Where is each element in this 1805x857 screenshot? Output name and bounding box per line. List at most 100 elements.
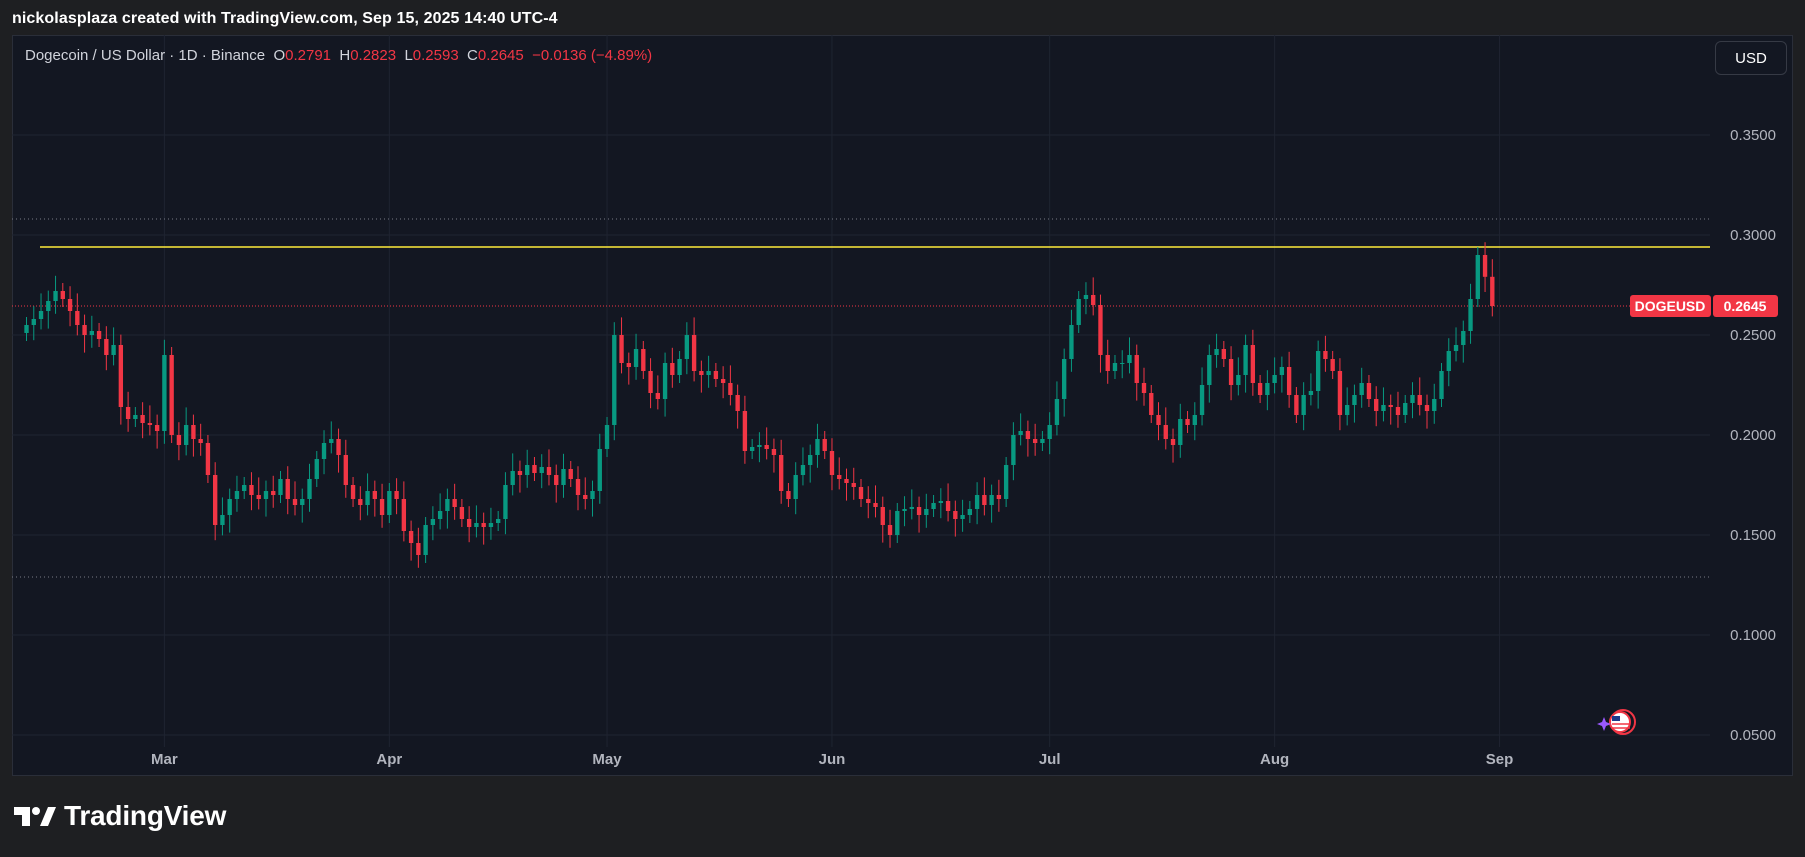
candle-body — [387, 491, 392, 515]
legend-low: 0.2593 — [412, 47, 459, 64]
candle-body — [989, 495, 994, 505]
candle-body — [517, 471, 523, 475]
candle-body — [46, 301, 51, 311]
candle-body — [358, 499, 363, 505]
candle-body — [590, 491, 595, 499]
candle-body — [1424, 405, 1430, 411]
candle-body — [1199, 385, 1205, 415]
candle-body — [575, 479, 581, 495]
candle-body — [728, 383, 733, 395]
candle-body — [1482, 255, 1488, 277]
candle-body — [532, 465, 537, 473]
candle-body — [169, 355, 174, 435]
candle-body — [851, 483, 856, 487]
candle-body — [1025, 431, 1031, 439]
candle-body — [837, 475, 842, 479]
candle-body — [1141, 383, 1147, 393]
x-tick-label: Aug — [1260, 751, 1289, 768]
candle-body — [242, 485, 247, 491]
candle-body — [1294, 395, 1299, 415]
candle-body — [1250, 345, 1256, 383]
candle-body — [227, 499, 232, 515]
candle-body — [1359, 383, 1364, 395]
candle-body — [307, 479, 312, 499]
candle-body — [764, 445, 769, 449]
candle-body — [1098, 305, 1103, 355]
candle-body — [496, 519, 501, 523]
sparkle-icon — [1597, 717, 1611, 731]
candle-body — [902, 509, 907, 511]
brand-name: TradingView — [64, 800, 227, 831]
candle-body — [1490, 276, 1495, 306]
candle-body — [147, 423, 153, 425]
candle-body — [401, 499, 407, 531]
candle-body — [1185, 419, 1190, 425]
candle-body — [1011, 435, 1016, 465]
candle-body — [1257, 383, 1263, 395]
x-tick-label: Apr — [376, 751, 402, 768]
chart-pane[interactable] — [12, 35, 1793, 776]
candle-body — [1323, 351, 1328, 359]
candle-body — [510, 471, 515, 485]
candle-body — [140, 415, 145, 423]
candle-body — [749, 447, 755, 451]
candle-body — [1315, 351, 1321, 391]
candle-body — [300, 499, 305, 505]
candle-body — [394, 491, 399, 499]
candle-body — [423, 525, 428, 555]
candle-body — [1417, 395, 1422, 405]
y-tick-label: 0.2500 — [1730, 327, 1776, 344]
legend-close-key: C — [467, 47, 478, 64]
candle-body — [626, 363, 631, 367]
price-tag — [1713, 295, 1778, 317]
candle-body — [1410, 395, 1415, 403]
candle-body — [379, 499, 385, 515]
candle-body — [1388, 405, 1393, 407]
candle-body — [1272, 375, 1277, 383]
candle-body — [706, 371, 711, 375]
candle-body — [829, 451, 835, 475]
candle-body — [474, 523, 479, 527]
candle-body — [416, 543, 421, 555]
candle-body — [1047, 425, 1052, 439]
candle-body — [757, 445, 762, 447]
candle-body — [1149, 393, 1154, 415]
candle-body — [1374, 399, 1379, 411]
currency-button[interactable]: USD — [1715, 41, 1787, 75]
candle-body — [1243, 345, 1248, 375]
candle-body — [481, 523, 486, 527]
candle-body — [974, 495, 980, 509]
candle-body — [982, 495, 987, 505]
candle-body — [314, 459, 319, 479]
candle-body — [263, 491, 269, 499]
candle-body — [742, 411, 748, 451]
candle-body — [1286, 367, 1292, 395]
candle-body — [256, 495, 261, 499]
candle-body — [735, 395, 740, 411]
candle-body — [1337, 371, 1343, 415]
candle-body — [24, 325, 29, 333]
candle-body — [539, 467, 544, 473]
candle-body — [1054, 399, 1060, 425]
candle-body — [720, 379, 726, 383]
candle-body — [808, 455, 813, 465]
candle-body — [285, 479, 290, 499]
candle-body — [1112, 363, 1118, 371]
candle-body — [1453, 345, 1459, 351]
candle-body — [786, 491, 791, 499]
legend-high-key: H — [339, 47, 351, 64]
candle-body — [1432, 399, 1437, 411]
candle-body — [1062, 359, 1067, 399]
candle-body — [1156, 415, 1161, 425]
y-tick-label: 0.3000 — [1730, 227, 1776, 244]
candle-body — [1127, 355, 1132, 363]
candle-body — [633, 349, 639, 367]
candle-body — [800, 465, 806, 475]
candle-body — [96, 331, 102, 339]
chart-caption: nickolasplaza created with TradingView.c… — [12, 10, 558, 27]
candle-body — [670, 363, 675, 375]
candle-body — [1040, 439, 1045, 443]
us-flag-canton — [1612, 716, 1620, 721]
candle-body — [677, 359, 682, 375]
